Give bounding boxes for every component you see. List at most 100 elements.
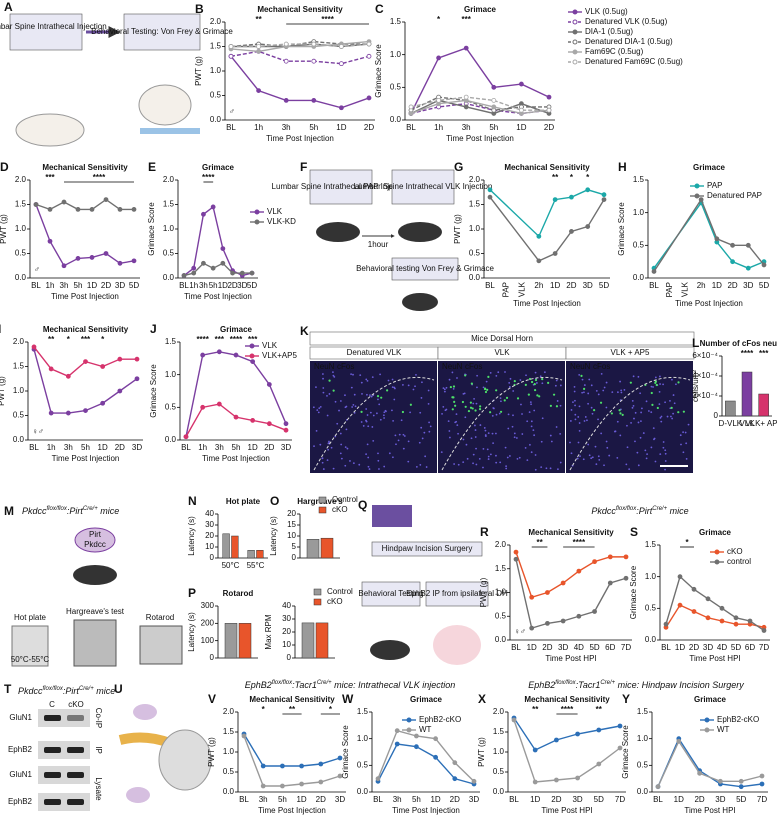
legend-marker bbox=[249, 353, 255, 359]
data-point bbox=[200, 352, 206, 358]
cell bbox=[623, 388, 626, 391]
significance-label: ** bbox=[255, 15, 262, 24]
data-point bbox=[75, 255, 81, 261]
bar bbox=[231, 535, 239, 559]
y-tick-label: 0.0 bbox=[165, 435, 177, 444]
y-tick-label: 0.0 bbox=[469, 273, 481, 282]
cell bbox=[322, 377, 324, 380]
cell bbox=[377, 452, 379, 455]
panel-letter: W bbox=[342, 692, 354, 706]
cell bbox=[451, 371, 454, 374]
cell bbox=[679, 434, 682, 437]
data-point bbox=[201, 260, 206, 266]
cell bbox=[659, 383, 661, 385]
text-part: :Pirt bbox=[63, 686, 80, 696]
data-point bbox=[552, 251, 558, 256]
test-label: Hargreave's test bbox=[66, 607, 125, 616]
x-axis-label: Time Post Injection bbox=[202, 454, 270, 463]
blot-strip bbox=[38, 766, 90, 784]
cell bbox=[520, 403, 522, 406]
data-point bbox=[266, 382, 272, 387]
cell bbox=[328, 440, 330, 443]
y-tick-label: 1.5 bbox=[493, 727, 505, 736]
cell bbox=[442, 406, 445, 408]
data-point bbox=[513, 556, 519, 562]
cell bbox=[536, 382, 538, 384]
data-point bbox=[48, 366, 54, 372]
text-part: Pkdcc bbox=[18, 686, 43, 696]
data-point bbox=[617, 745, 623, 751]
chart-title: Mechanical Sensitivity bbox=[249, 695, 335, 704]
significance-label: * bbox=[101, 335, 105, 344]
cell bbox=[372, 439, 375, 442]
cell bbox=[586, 419, 588, 422]
data-point bbox=[761, 262, 767, 268]
data-point bbox=[471, 778, 477, 784]
cell bbox=[549, 434, 552, 437]
cell bbox=[518, 456, 521, 459]
image-title: Mice Dorsal Horn bbox=[471, 334, 533, 343]
cell bbox=[492, 442, 495, 445]
cell bbox=[632, 405, 635, 407]
cell bbox=[391, 409, 393, 412]
data-point bbox=[413, 744, 419, 750]
cell bbox=[587, 402, 589, 405]
significance-label: * bbox=[685, 538, 689, 547]
y-axis-label: PWT (g) bbox=[207, 737, 216, 767]
mouse-icon bbox=[398, 222, 442, 242]
data-point bbox=[279, 763, 285, 769]
cell bbox=[512, 390, 515, 392]
data-point bbox=[61, 263, 67, 269]
data-point bbox=[230, 270, 235, 276]
step-label: Behavioral Testing bbox=[358, 589, 423, 598]
cell bbox=[530, 425, 533, 428]
legend-marker bbox=[704, 717, 710, 723]
y-tick-label: 10 bbox=[205, 542, 214, 551]
cell bbox=[344, 464, 347, 467]
x-tick-label: 2h bbox=[697, 281, 706, 290]
cell bbox=[361, 392, 363, 395]
cell bbox=[418, 441, 421, 444]
legend-marker bbox=[572, 29, 578, 35]
cell bbox=[532, 429, 535, 432]
cell bbox=[388, 452, 391, 455]
series-line bbox=[515, 559, 627, 630]
cell bbox=[415, 373, 417, 376]
scalpel-icon bbox=[372, 505, 412, 527]
cell bbox=[598, 458, 601, 461]
x-axis-label: Time Post HPI bbox=[684, 806, 735, 815]
text-part: flox/flox bbox=[43, 686, 64, 692]
cell bbox=[319, 405, 322, 408]
cell bbox=[603, 464, 605, 467]
cell bbox=[576, 457, 579, 460]
legend-swatch bbox=[313, 598, 322, 606]
y-tick-label: 0.5 bbox=[637, 760, 649, 769]
genotype-title: Pkdccflox/flox:PirtCre/+ mice bbox=[22, 506, 119, 517]
cell bbox=[574, 418, 577, 421]
step-box bbox=[371, 541, 483, 557]
cell bbox=[550, 440, 553, 443]
data-point bbox=[83, 408, 88, 414]
cell bbox=[482, 447, 485, 450]
legend-label: Denatured DIA-1 (0.5ug) bbox=[585, 37, 673, 46]
cfos-cell bbox=[555, 405, 559, 408]
cell bbox=[587, 392, 590, 395]
cell bbox=[371, 426, 374, 428]
band bbox=[44, 747, 61, 753]
y-tick-label: 40 bbox=[205, 509, 214, 518]
cell bbox=[611, 391, 614, 394]
y-tick-label: 0.0 bbox=[637, 787, 649, 796]
data-point bbox=[554, 777, 559, 783]
cell bbox=[457, 432, 459, 435]
y-axis-label: Grimace Score bbox=[617, 202, 626, 256]
y-tick-label: 0.0 bbox=[223, 787, 235, 796]
y-tick-label: 0.0 bbox=[633, 273, 645, 282]
step-label: Lumbar Spine Intrathecal PAP Injection bbox=[272, 182, 411, 191]
blot-row-label: GluN1 bbox=[9, 770, 32, 779]
legend-label: PAP bbox=[707, 181, 722, 190]
cell bbox=[578, 429, 581, 432]
cell bbox=[369, 394, 371, 397]
cell bbox=[662, 441, 665, 443]
cell bbox=[634, 411, 637, 414]
x-tick-label: BL bbox=[29, 443, 39, 452]
